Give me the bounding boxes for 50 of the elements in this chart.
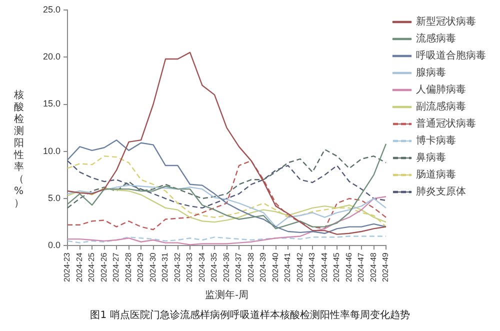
legend-label: 腺病毒 — [416, 66, 446, 79]
x-tick-label: 2024-33 — [185, 252, 194, 282]
x-tick-label: 2024-31 — [160, 252, 170, 282]
legend-label: 普通冠状病毒 — [416, 118, 476, 130]
x-tick-label: 2024-42 — [295, 252, 304, 282]
x-tick-label: 2024-23 — [62, 252, 72, 282]
x-tick-label: 2024-44 — [320, 252, 329, 282]
y-tick-label: 20.0 — [42, 52, 61, 62]
x-tick-label: 2024-43 — [308, 252, 317, 282]
legend-label: 流感病毒 — [416, 32, 456, 45]
y-tick-label: 15.0 — [42, 98, 61, 109]
line-series — [66, 148, 387, 209]
y-tick-label: 10.0 — [42, 146, 61, 156]
caption: 图1 哨点医院门急诊流感样病例呼吸道样本核酸检测阳性率每周变化趋势 — [89, 308, 411, 322]
legend-label: 新型冠状病毒 — [416, 16, 476, 28]
x-tick-label: 2024-37 — [234, 252, 244, 282]
x-tick-label: 2024-32 — [172, 252, 182, 282]
legend-label: 肺炎支原体 — [416, 186, 466, 198]
x-tick-label: 2024-29 — [136, 252, 146, 282]
line-series — [66, 236, 387, 244]
text: 核酸检测阳性率（%） — [14, 90, 24, 209]
x-tick-label: 2024-49 — [381, 252, 390, 282]
line-series — [66, 160, 387, 209]
x-tick-label: 2024-26 — [99, 252, 108, 282]
x-tick-label: 2024-24 — [74, 252, 84, 282]
x-tick-label: 2024-35 — [210, 252, 219, 282]
x-tick-label: 2024-46 — [344, 252, 354, 282]
x-tick-label: 2024-34 — [197, 252, 206, 282]
y-tick-label: 0.0 — [48, 240, 61, 250]
x-tick-label: 2024-39 — [258, 252, 268, 282]
x-tick-label: 2024-41 — [283, 252, 292, 282]
y-tick-label: 25.0 — [42, 4, 61, 14]
legend-label: 博卡病毒 — [416, 134, 456, 147]
legend-label: 肠道病毒 — [416, 168, 456, 181]
x-tick-label: 2024-27 — [112, 252, 121, 282]
x-tick-label: 2024-47 — [356, 252, 366, 282]
x-tick-label: 2024-48 — [368, 252, 378, 282]
legend-label: 鼻病毒 — [416, 152, 446, 164]
legend-label: 副流感病毒 — [416, 100, 466, 113]
x-tick-label: 2024-45 — [332, 252, 342, 282]
x-tick-label: 2024-38 — [246, 252, 256, 282]
x-tick-label: 2024-40 — [270, 252, 280, 282]
x-tick-label: 2024-36 — [222, 252, 231, 282]
y-tick-label: 5.0 — [48, 192, 61, 203]
x-tick-label: 2024-25 — [87, 252, 96, 282]
x-tick-label: 2024-28 — [124, 252, 133, 282]
legend-label: 人偏肺病毒 — [416, 84, 466, 96]
legend-label: 呼吸道合胞病毒 — [416, 50, 486, 62]
x-tick-label: 2024-30 — [148, 252, 158, 282]
x-axis-title: 监测年-周 — [205, 288, 248, 301]
